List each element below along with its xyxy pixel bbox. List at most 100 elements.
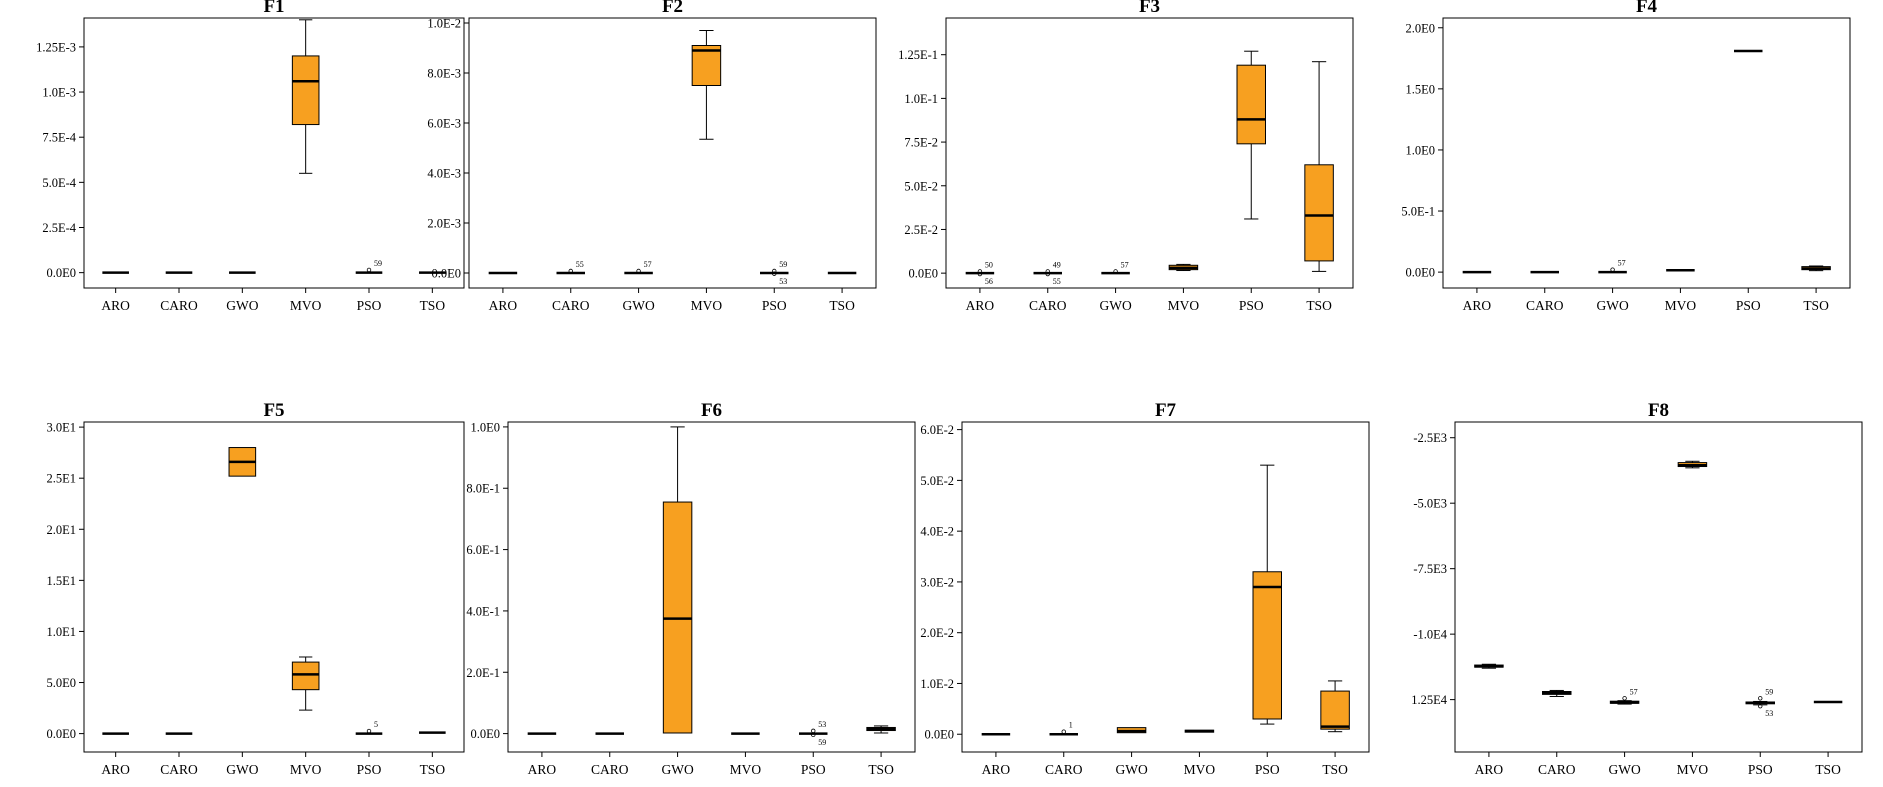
- x-tick-label: PSO: [357, 298, 382, 313]
- outlier-label: 55: [1053, 277, 1061, 286]
- x-tick-label: GWO: [1596, 298, 1628, 313]
- x-tick-label: CARO: [1538, 762, 1576, 777]
- y-tick-label: 0.0E0: [470, 727, 500, 741]
- chart-title: F3: [1139, 0, 1160, 17]
- y-tick-label: 1.0E0: [470, 420, 500, 434]
- x-tick-label: MVO: [1184, 762, 1216, 777]
- box-aro: [1474, 663, 1504, 669]
- y-tick-label: 1.0E-2: [427, 17, 461, 31]
- y-tick-label: 1.0E0: [1405, 143, 1435, 157]
- x-tick-label: PSO: [801, 762, 826, 777]
- y-tick-label: 1.25E4: [1411, 693, 1448, 707]
- outlier-point: [977, 269, 983, 274]
- x-tick-label: MVO: [1168, 298, 1200, 313]
- chart-title: F5: [263, 400, 284, 421]
- x-tick-label: ARO: [966, 298, 995, 313]
- outlier-point: [1045, 271, 1050, 277]
- y-tick-label: 6.0E-3: [427, 117, 461, 131]
- x-tick-label: MVO: [290, 762, 322, 777]
- outlier-label: 53: [818, 720, 826, 729]
- box-gwo: [662, 426, 693, 734]
- y-tick-label: -2.5E3: [1413, 431, 1447, 445]
- x-tick-label: PSO: [357, 762, 382, 777]
- box-mvo: [291, 656, 320, 711]
- x-tick-label: GWO: [226, 762, 258, 777]
- plot-frame: [961, 421, 1370, 753]
- plot-frame: [1442, 17, 1851, 289]
- outlier-point: [636, 268, 641, 274]
- chart-title: F7: [1155, 400, 1177, 421]
- y-tick-label: 2.5E1: [46, 472, 76, 486]
- outlier-point: [568, 268, 573, 274]
- y-tick-label: 3.0E-2: [920, 575, 954, 589]
- y-tick-label: 5.0E0: [46, 676, 76, 690]
- box-mvo: [1184, 729, 1215, 733]
- y-tick-label: 1.0E1: [46, 625, 76, 639]
- outlier-label: 50: [985, 260, 993, 269]
- outlier-label: 56: [985, 277, 993, 286]
- x-tick-label: GWO: [1608, 762, 1640, 777]
- box-gwo: [1116, 727, 1147, 734]
- outlier-label: 57: [1121, 260, 1129, 269]
- y-tick-label: 1.25E-1: [898, 48, 938, 62]
- x-tick-label: MVO: [290, 298, 322, 313]
- x-tick-label: ARO: [1475, 762, 1504, 777]
- panel-f5: F5 0.0E0 5.0E0 1.0E1 1.5E1 2.0E1 2.5E1 3.0E1 ARO…: [46, 400, 465, 777]
- box-iqr: [291, 55, 320, 126]
- chart-title: F6: [701, 400, 722, 421]
- outlier-point: [772, 271, 777, 276]
- y-tick-label: 6.0E-1: [466, 543, 500, 557]
- x-tick-label: PSO: [1736, 298, 1761, 313]
- outlier-label: 49: [1053, 260, 1061, 269]
- y-tick-label: 1.0E-3: [42, 86, 76, 100]
- y-tick-label: 0.0E0: [46, 266, 76, 280]
- box-gwo: [228, 447, 257, 477]
- y-tick-label: 6.0E-2: [920, 423, 954, 437]
- outlier-point: [977, 271, 983, 277]
- y-tick-label: 4.0E-1: [466, 604, 500, 618]
- y-tick-label: 2.0E-3: [427, 217, 461, 231]
- y-tick-label: 8.0E-1: [466, 482, 500, 496]
- y-tick-label: 8.0E-3: [427, 67, 461, 81]
- y-tick-label: 3.0E1: [46, 421, 76, 435]
- box-pso: [1236, 50, 1266, 220]
- y-tick-label: 1.5E1: [46, 574, 76, 588]
- box-iqr: [1304, 164, 1334, 262]
- outlier-label: 53: [1765, 709, 1773, 718]
- outlier-label: 57: [1630, 687, 1638, 696]
- y-tick-label: 2.0E0: [1405, 21, 1435, 35]
- y-tick-label: 2.0E1: [46, 523, 76, 537]
- plot-frame: [1454, 421, 1863, 753]
- outlier-point: [1758, 696, 1763, 701]
- panel-f4: F4 0.0E0 5.0E-1 1.0E0 1.5E0 2.0E0 ARO CARO GWO MV…: [1401, 0, 1851, 313]
- x-tick-label: CARO: [1526, 298, 1564, 313]
- outlier-point: [1061, 729, 1066, 734]
- chart-title: F8: [1648, 400, 1669, 421]
- chart-title: F4: [1636, 0, 1658, 17]
- x-tick-label: TSO: [1803, 298, 1829, 313]
- x-tick-label: MVO: [1665, 298, 1697, 313]
- outlier-point: [811, 728, 816, 734]
- x-tick-label: MVO: [1677, 762, 1709, 777]
- y-tick-label: 7.5E-2: [904, 136, 938, 150]
- x-tick-label: PSO: [762, 298, 787, 313]
- chart-title: F1: [263, 0, 284, 17]
- y-tick-label: 0.0E0: [908, 267, 938, 281]
- x-tick-label: ARO: [528, 762, 557, 777]
- outlier-label: 57: [644, 260, 652, 269]
- box-tso: [866, 725, 896, 734]
- outlier-label: 57: [1618, 259, 1626, 268]
- x-tick-label: MVO: [730, 762, 762, 777]
- x-tick-label: TSO: [420, 762, 446, 777]
- y-tick-label: 4.0E-3: [427, 167, 461, 181]
- x-tick-label: TSO: [868, 762, 894, 777]
- plot-frame: [945, 17, 1354, 289]
- x-tick-label: GWO: [661, 762, 693, 777]
- x-tick-label: TSO: [1306, 298, 1332, 313]
- y-tick-label: 5.0E-1: [1401, 205, 1435, 219]
- y-tick-label: -7.5E3: [1413, 562, 1447, 576]
- panel-f2: F2 0.0E0 2.0E-3 4.0E-3 6.0E-3 8.0E-3 1.0E-2 ARO…: [427, 0, 877, 313]
- x-tick-label: ARO: [489, 298, 518, 313]
- y-tick-label: 1.0E-1: [904, 92, 938, 106]
